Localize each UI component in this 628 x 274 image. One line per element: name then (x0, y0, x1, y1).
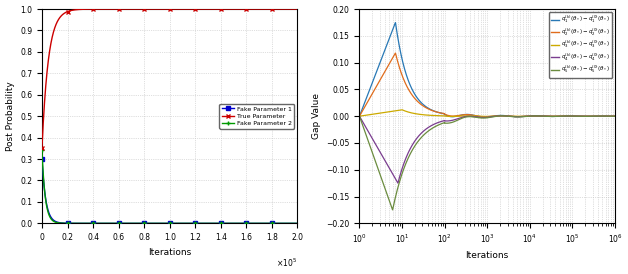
True Parameter (38, 147, 46, 150)
Text: $\times10^5$: $\times10^5$ (276, 256, 298, 269)
Fake Parameter 2 (51, 220, 59, 224)
Fake Parameter 1 (294, 222, 301, 225)
Y-axis label: Gap Value: Gap Value (312, 93, 321, 139)
Fake Parameter 2 (286, 222, 294, 225)
Fake Parameter 2 (38, 149, 46, 152)
Fake Parameter 2 (239, 222, 247, 225)
Legend: Fake Parameter 1, True Parameter, Fake Parameter 2: Fake Parameter 1, True Parameter, Fake P… (219, 104, 295, 129)
Fake Parameter 2 (163, 222, 170, 225)
True Parameter (286, 7, 294, 11)
True Parameter (274, 7, 282, 11)
True Parameter (163, 7, 170, 11)
Fake Parameter 1 (286, 222, 294, 225)
X-axis label: Iterations: Iterations (148, 248, 192, 257)
Line: Fake Parameter 1: Fake Parameter 1 (40, 157, 299, 225)
True Parameter (239, 7, 247, 11)
Fake Parameter 1 (286, 222, 294, 225)
Fake Parameter 2 (156, 222, 163, 225)
Fake Parameter 1 (163, 222, 170, 225)
Fake Parameter 2 (294, 222, 301, 225)
Y-axis label: Post Probability: Post Probability (6, 81, 14, 151)
Fake Parameter 1 (156, 222, 163, 225)
Line: True Parameter: True Parameter (40, 7, 300, 151)
Legend: $q_1^{(k)}(\theta_*)-q_1^{(0)}(\theta_*)$, $q_2^{(k)}(\theta_*)-q_2^{(0)}(\theta: $q_1^{(k)}(\theta_*)-q_1^{(0)}(\theta_*)… (549, 12, 612, 78)
Line: Fake Parameter 2: Fake Parameter 2 (40, 148, 300, 226)
True Parameter (156, 7, 163, 11)
Fake Parameter 1 (51, 219, 59, 223)
Fake Parameter 1 (239, 222, 247, 225)
True Parameter (286, 7, 294, 11)
Fake Parameter 2 (286, 222, 294, 225)
Fake Parameter 1 (38, 157, 46, 161)
X-axis label: Iterations: Iterations (465, 251, 509, 260)
True Parameter (294, 7, 301, 11)
True Parameter (51, 25, 59, 29)
